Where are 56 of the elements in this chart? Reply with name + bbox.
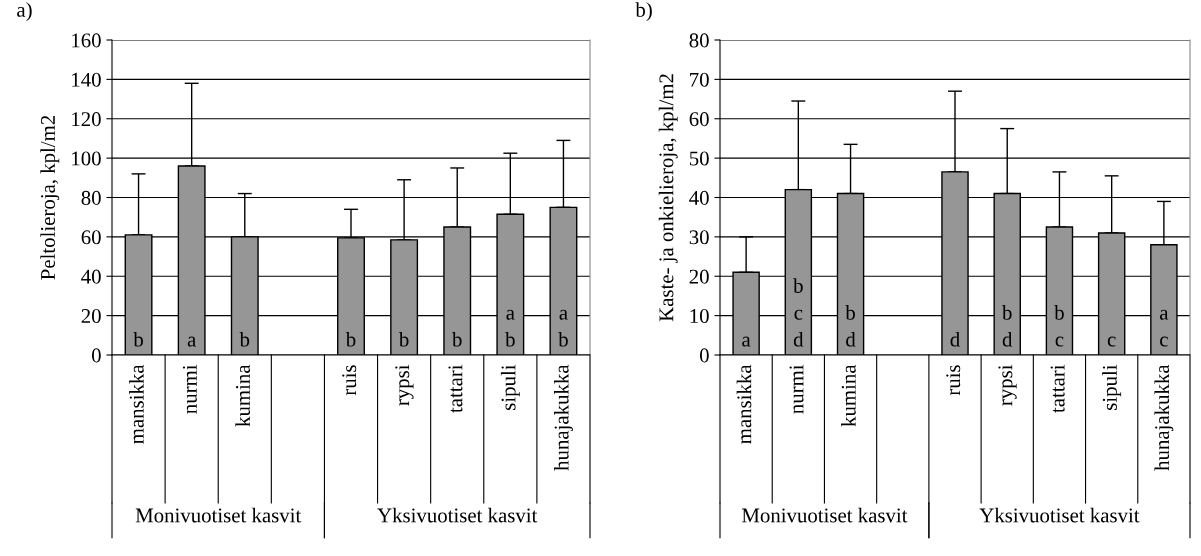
y-tick-label: 30 <box>689 230 709 245</box>
annotation: a b <box>558 309 568 347</box>
x-tick-label: hunajakukka <box>1154 364 1174 471</box>
text: Yksivuotiset kasvit <box>979 507 1140 523</box>
y-tick-label: 0 <box>91 348 101 363</box>
x-tick-label: nurmi <box>789 364 804 414</box>
y-tick-label: 0 <box>699 348 709 363</box>
x-tick-label: tattari <box>1050 364 1065 413</box>
chart-title: b) <box>635 2 652 22</box>
y-tick-label: 40 <box>689 190 709 205</box>
y-tick-label: 50 <box>689 151 709 166</box>
annotation: b d <box>845 305 856 347</box>
y-tick-label: 10 <box>690 309 709 324</box>
x-tick-label: rypsi <box>998 364 1017 406</box>
y-tick-label: 20 <box>689 269 709 284</box>
annotation: a b <box>505 309 515 347</box>
text: Yksivuotiset kasvit <box>377 507 538 523</box>
x-tick-label: sipuli <box>1102 364 1122 410</box>
annotation: c <box>1107 336 1116 347</box>
annotation: b <box>345 331 356 347</box>
y-tick-label: 160 <box>72 33 101 48</box>
x-tick-label: mansikka <box>736 364 752 444</box>
annotation: b d <box>1002 305 1013 347</box>
y-tick-label: 60 <box>81 230 101 245</box>
annotation: b <box>398 331 409 347</box>
x-tick-label: ruis <box>342 365 357 396</box>
x-tick-label: kumina <box>235 364 250 427</box>
y-axis-title: Peltolieroja, kpl/m2 <box>40 115 60 280</box>
annotation: a <box>187 336 196 347</box>
x-tick-label: ruis <box>946 365 961 396</box>
y-tick-label: 100 <box>72 151 101 166</box>
chart-title: a) <box>17 2 32 22</box>
x-tick-label: hunajakukka <box>554 364 573 471</box>
y-tick-label: 40 <box>81 269 101 284</box>
y-tick-label: 80 <box>689 33 709 48</box>
annotation: b <box>452 331 462 347</box>
x-tick-label: mansikka <box>129 364 144 444</box>
y-tick-label: 80 <box>81 190 101 205</box>
annotation: b c d <box>793 278 804 347</box>
annotation: b <box>133 331 143 347</box>
x-tick-label: rypsi <box>395 364 414 406</box>
y-tick-label: 60 <box>689 112 709 127</box>
y-tick-label: 120 <box>72 112 101 127</box>
x-tick-label: kumina <box>841 364 856 427</box>
text: Monivuotiset kasvit <box>742 507 908 523</box>
y-axis-title: Kaste- ja onkielieroja, kpl/m2 <box>658 74 678 322</box>
x-tick-label: nurmi <box>182 364 197 414</box>
x-tick-label: tattari <box>448 364 463 413</box>
text: Monivuotiset kasvit <box>135 507 302 523</box>
y-tick-label: 20 <box>81 309 101 324</box>
x-tick-label: sipuli <box>500 364 520 410</box>
y-tick-label: 70 <box>690 72 709 87</box>
annotation: d <box>950 331 960 347</box>
annotation: b <box>239 331 250 347</box>
annotation: a <box>742 336 751 347</box>
y-tick-label: 140 <box>72 72 101 87</box>
